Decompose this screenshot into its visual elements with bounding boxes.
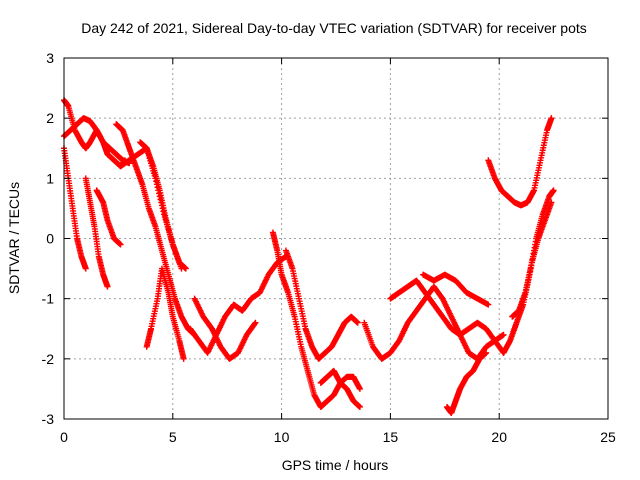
data-marks (61, 97, 557, 416)
chart-title: Day 242 of 2021, Sidereal Day-to-day VTE… (81, 20, 587, 36)
axis-ticks: 0 5 10 15 20 25 -3 -2 -1 0 1 2 3 (42, 50, 616, 445)
series-track-k (191, 295, 259, 362)
y-tick-label: -3 (42, 411, 55, 427)
data-point (104, 283, 111, 290)
data-point (548, 115, 555, 122)
data-point (182, 265, 189, 272)
data-point (356, 385, 363, 392)
data-point (500, 331, 507, 338)
x-tick-label: 15 (383, 429, 399, 445)
x-tick-label: 5 (169, 429, 177, 445)
series-track-e (93, 187, 124, 248)
series-track-q (443, 349, 490, 416)
x-tick-label: 25 (600, 429, 616, 445)
series-track-j (187, 253, 289, 356)
series-track-u (509, 199, 555, 320)
x-tick-label: 10 (274, 429, 290, 445)
data-point (356, 403, 363, 410)
data-point (251, 320, 258, 327)
y-tick-label: 3 (46, 50, 54, 66)
data-point (485, 301, 492, 308)
y-tick-label: -2 (42, 351, 55, 367)
series-track-s (485, 115, 555, 209)
y-tick-label: -1 (42, 291, 55, 307)
grid (64, 58, 608, 419)
data-point (550, 187, 557, 194)
data-point (483, 349, 490, 356)
series-track-i (143, 265, 187, 362)
x-tick-label: 20 (491, 429, 507, 445)
data-point (354, 319, 361, 326)
data-point (117, 241, 124, 248)
y-tick-label: 2 (46, 110, 54, 126)
y-tick-label: 1 (46, 170, 54, 186)
series-track-c (61, 145, 89, 272)
series-track-m (282, 247, 361, 362)
data-point (548, 199, 555, 206)
series-track-r (420, 271, 492, 308)
x-axis-label: GPS time / hours (282, 457, 389, 473)
series-track-l (269, 229, 363, 410)
x-tick-label: 0 (60, 429, 68, 445)
series-track-n (317, 367, 363, 392)
data-point (180, 355, 187, 362)
series-track-p (387, 277, 507, 344)
y-axis-label: SDTVAR / TECUs (6, 182, 22, 294)
series-track-b (61, 115, 133, 167)
data-point (252, 319, 259, 326)
data-point (82, 265, 89, 272)
series-track-d (82, 175, 111, 290)
y-tick-label: 0 (46, 231, 54, 247)
series-track-h (137, 139, 189, 272)
series-track-o (361, 283, 507, 362)
